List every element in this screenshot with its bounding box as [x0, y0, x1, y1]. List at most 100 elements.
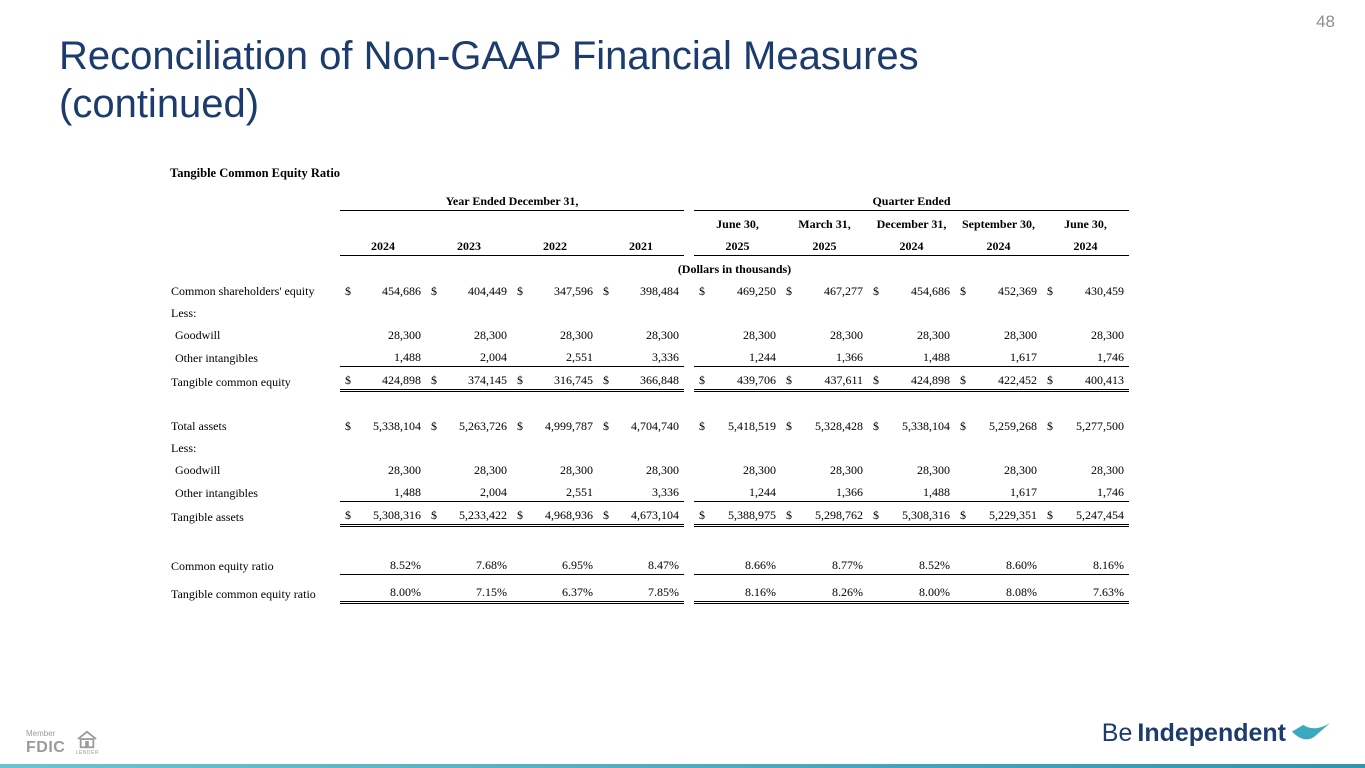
- empty-cell: [426, 435, 512, 457]
- value-cell: 28,300: [1004, 463, 1037, 477]
- dollar-sign: $: [1047, 419, 1053, 433]
- value-cell: $5,233,422: [426, 501, 512, 527]
- row-label: Tangible assets: [171, 509, 244, 524]
- value-cell: 7.68%: [426, 548, 512, 575]
- slide-title: Reconciliation of Non-GAAP Financial Mea…: [59, 32, 1159, 128]
- col-header-year: 2024: [1042, 233, 1129, 256]
- dollar-sign: $: [786, 419, 792, 433]
- table-row: Total assets $5,338,104 $5,263,726 $4,999,7…: [166, 413, 1129, 435]
- empty-cell: [694, 435, 781, 457]
- col-header-year: 2022: [512, 233, 598, 256]
- value-cell: 1,488: [340, 479, 426, 502]
- value-cell: $469,250: [699, 284, 776, 298]
- row-label: Goodwill: [175, 328, 221, 342]
- dollar-sign: $: [345, 373, 351, 387]
- tagline-be: Be: [1101, 719, 1133, 747]
- empty-cell: [1042, 435, 1129, 457]
- col-header-year: 2024: [868, 233, 955, 256]
- row-label: Goodwill: [175, 463, 221, 477]
- value-cell: 28,300: [560, 463, 593, 477]
- value-cell: 1,244: [694, 344, 781, 367]
- row-label: Total assets: [171, 419, 227, 433]
- col-header-top-row: June 30, March 31, December 31, September 3…: [166, 211, 1129, 234]
- value-cell: $5,388,975: [694, 501, 781, 527]
- table-row: Other intangibles 1,488 2,004 2,551 3,336 1,2…: [166, 479, 1129, 502]
- dollar-sign: $: [699, 284, 705, 298]
- tagline-independent: Independent: [1137, 719, 1286, 747]
- value-cell: $454,686: [345, 284, 421, 298]
- value-cell: 7.63%: [1042, 574, 1129, 604]
- value-cell: $404,449: [431, 284, 507, 298]
- row-label: Other intangibles: [175, 350, 258, 365]
- dollar-sign: $: [1047, 284, 1053, 298]
- value-cell: 28,300: [830, 328, 863, 342]
- value-cell: 2,004: [426, 344, 512, 367]
- slide-title-line2: (continued): [59, 82, 260, 126]
- value-cell: $439,706: [694, 366, 781, 392]
- value-cell: 3,336: [598, 344, 684, 367]
- row-label: Less:: [171, 441, 197, 455]
- col-header-top: [426, 211, 512, 234]
- value-cell: $4,704,740: [603, 419, 679, 433]
- value-cell: 8.00%: [868, 574, 955, 604]
- value-cell: 1,488: [868, 479, 955, 502]
- value-cell: 1,366: [781, 344, 868, 367]
- corner-cell: [166, 188, 340, 211]
- dollar-sign: $: [699, 373, 705, 387]
- dollar-sign: $: [699, 419, 705, 433]
- group-header-year: Year Ended December 31,: [340, 188, 684, 211]
- empty-cell: [512, 300, 598, 322]
- dollar-sign: $: [960, 419, 966, 433]
- dollar-sign: $: [603, 419, 609, 433]
- dollar-sign: $: [873, 373, 879, 387]
- value-cell: 28,300: [560, 328, 593, 342]
- dollar-sign: $: [1047, 373, 1053, 387]
- value-cell: 1,488: [340, 344, 426, 367]
- value-cell: 28,300: [646, 328, 679, 342]
- slide-title-line1: Reconciliation of Non-GAAP Financial Mea…: [59, 34, 919, 78]
- spacer-row: [166, 526, 1129, 549]
- table-row: Other intangibles 1,488 2,004 2,551 3,336 1,2…: [166, 344, 1129, 367]
- empty-cell: [781, 435, 868, 457]
- value-cell: 1,617: [955, 344, 1042, 367]
- value-cell: 8.60%: [955, 548, 1042, 575]
- value-cell: 7.15%: [426, 574, 512, 604]
- group-header-quarter: Quarter Ended: [694, 188, 1129, 211]
- value-cell: 28,300: [646, 463, 679, 477]
- value-cell: $5,298,762: [781, 501, 868, 527]
- value-cell: 1,617: [955, 479, 1042, 502]
- value-cell: 1,746: [1042, 479, 1129, 502]
- col-header-year: 2025: [694, 233, 781, 256]
- table-row: Less:: [166, 300, 1129, 322]
- footer-left: Member FDIC LENDER: [26, 730, 99, 756]
- col-header-top: June 30,: [716, 217, 759, 231]
- house-icon: [77, 730, 97, 749]
- dollar-sign: $: [873, 419, 879, 433]
- table-row: Goodwill 28,300 28,300 28,300 28,300 28,300 28…: [166, 322, 1129, 344]
- dollar-sign: $: [873, 284, 879, 298]
- value-cell: $5,263,726: [431, 419, 507, 433]
- dollar-sign: $: [960, 508, 966, 522]
- value-cell: $5,247,454: [1042, 501, 1129, 527]
- value-cell: 28,300: [474, 463, 507, 477]
- value-cell: $374,145: [426, 366, 512, 392]
- value-cell: 2,004: [426, 479, 512, 502]
- value-cell: $398,484: [603, 284, 679, 298]
- value-cell: $452,369: [960, 284, 1037, 298]
- value-cell: 28,300: [1091, 463, 1124, 477]
- value-cell: 2,551: [512, 344, 598, 367]
- col-header-top: June 30,: [1064, 217, 1107, 231]
- fdic-label: FDIC: [26, 739, 66, 756]
- value-cell: 8.52%: [340, 548, 426, 575]
- table-row: Common shareholders' equity $454,686 $404,…: [166, 278, 1129, 300]
- row-label: Other intangibles: [175, 485, 258, 500]
- empty-cell: [340, 435, 426, 457]
- col-header-year: 2021: [598, 233, 684, 256]
- dollar-sign: $: [603, 508, 609, 522]
- value-cell: $5,328,428: [786, 419, 863, 433]
- empty-cell: [1042, 300, 1129, 322]
- dollar-sign: $: [699, 508, 705, 522]
- value-cell: 3,336: [598, 479, 684, 502]
- value-cell: $5,308,316: [340, 501, 426, 527]
- value-cell: $4,968,936: [512, 501, 598, 527]
